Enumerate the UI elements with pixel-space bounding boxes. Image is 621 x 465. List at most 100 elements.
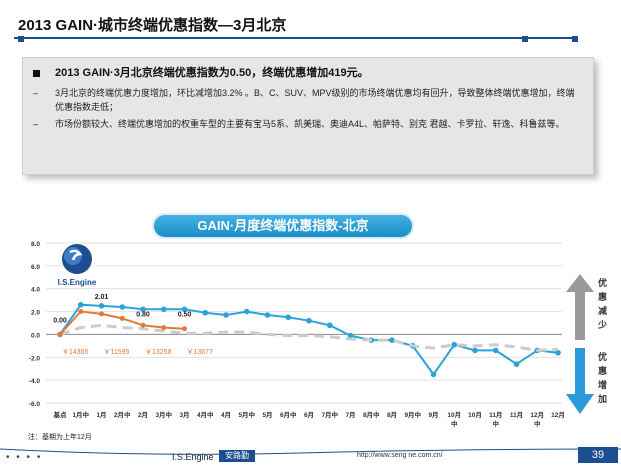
series-point-2 — [78, 308, 84, 314]
y-tick-label: 6.0 — [31, 264, 40, 271]
series-point-0 — [140, 306, 146, 313]
series-line-2 — [59, 310, 185, 336]
x-tick-label: 8月 — [387, 411, 397, 419]
side-down-char: 增 — [598, 379, 607, 390]
side-down-char: 加 — [597, 393, 607, 404]
arrow-down-icon — [566, 348, 594, 414]
side-down-char: 优 — [598, 351, 607, 362]
chart-labels: 0.00 2.01 0.80 0.50 ￥14365 ￥11595 ￥13258 ￥13677 — [53, 294, 213, 356]
x-tick-label: 5月 — [262, 411, 272, 419]
footer-brand: I.S.Engine — [172, 452, 214, 462]
series-point-2 — [161, 325, 167, 331]
series-line-0 — [59, 303, 559, 376]
x-tick-label: 2月 — [138, 411, 148, 419]
x-tick-label: 基点 — [53, 410, 68, 419]
series-point-0 — [285, 314, 292, 321]
square-bullet-icon — [33, 66, 55, 82]
x-tick-label: 4月 — [221, 411, 231, 419]
summary-point-1-text: 3月北京的终端优惠力度增加，环比减增加3.2% 。B、C、SUV、MPV级别的市… — [55, 88, 575, 112]
series-line-1 — [59, 323, 559, 352]
x-tick-label: 12月中 — [530, 411, 544, 428]
series-point-0 — [347, 332, 354, 339]
series-point-2 — [182, 326, 187, 332]
summary-main-point: 2013 GAIN·3月北京终端优惠指数为0.50，终端优惠增加419元。 — [33, 66, 583, 82]
summary-point-2-text: 市场份额较大、终端优惠增加的权重车型的主要有宝马5系、凯美瑞、奥迪A4L、帕萨特… — [55, 119, 565, 129]
series-point-0 — [306, 317, 312, 324]
x-tick-label: 2月中 — [114, 410, 131, 419]
series-point-0 — [160, 306, 167, 313]
summary-box: 2013 GAIN·3月北京终端优惠指数为0.50，终端优惠增加419元。 – … — [22, 57, 594, 175]
series-point-0 — [223, 312, 229, 318]
series-point-0 — [98, 303, 105, 309]
price-label: ￥13677 — [187, 348, 214, 356]
x-tick-label: 12月 — [551, 411, 565, 419]
chart-grid — [46, 242, 562, 404]
series-point-0 — [264, 312, 271, 318]
y-tick-label: 8.0 — [31, 241, 40, 248]
side-label-increase: 优惠增加 — [597, 351, 607, 404]
x-tick-label: 6月中 — [280, 410, 297, 419]
title-rule-marker-right — [572, 36, 578, 42]
data-label: 0.80 — [136, 312, 150, 319]
x-tick-label: 9月 — [428, 411, 438, 419]
x-tick-label: 6月 — [304, 411, 314, 419]
footer-url: http://www.seng ne.com.cn/ — [357, 452, 443, 459]
x-tick-label: 10月 — [468, 411, 482, 419]
series-point-0 — [326, 322, 333, 329]
series-point-0 — [555, 349, 561, 356]
x-tick-label: 1月 — [96, 411, 106, 419]
series-point-2 — [99, 311, 104, 317]
x-tick-label: 1月中 — [72, 410, 89, 419]
side-up-char: 少 — [597, 319, 607, 330]
x-tick-label: 5月中 — [238, 410, 255, 419]
series-point-0 — [513, 361, 520, 367]
data-label: 0.00 — [53, 317, 67, 324]
series-point-0 — [119, 304, 126, 310]
title-rule-marker-mid — [522, 36, 528, 42]
arrow-up-icon — [566, 274, 594, 340]
series-point-0 — [202, 309, 209, 316]
y-tick-label: 0.0 — [31, 332, 40, 339]
chart-title: GAIN·月度终端优惠指数-北京 — [152, 213, 414, 239]
data-label: 0.50 — [178, 312, 192, 319]
x-tick-label: 4月中 — [197, 410, 214, 419]
series-point-0 — [472, 347, 478, 354]
side-down-char: 惠 — [598, 365, 607, 376]
x-tick-label: 8月中 — [363, 410, 380, 419]
side-up-char: 优 — [598, 277, 607, 288]
side-up-char: 惠 — [598, 291, 607, 302]
series-point-0 — [389, 337, 395, 343]
price-label: ￥14365 — [62, 348, 89, 356]
series-point-0 — [243, 308, 250, 315]
price-label: ￥11595 — [104, 348, 130, 356]
x-axis: 基点 1月中 1月 2月中 2月 3月中 3月 4月中 4月 5月中 5月 6月中 6月 7月中 7月 8月中… — [53, 410, 565, 428]
y-tick-label: -6.0 — [29, 401, 41, 408]
y-tick-label: 2.0 — [31, 310, 40, 317]
x-tick-label: 7月中 — [321, 410, 338, 419]
logo-icon: I.S.Engine — [58, 244, 97, 287]
side-up-char: 减 — [598, 305, 607, 316]
footer-brand-badge: 安路勤 — [219, 450, 255, 462]
title-rule — [14, 37, 576, 39]
y-tick-label: 4.0 — [31, 287, 40, 294]
summary-point-2: – 市场份额较大、终端优惠增加的权重车型的主要有宝马5系、凯美瑞、奥迪A4L、帕… — [33, 117, 583, 131]
data-label: 2.01 — [95, 294, 109, 301]
page-number: 39 — [578, 447, 618, 463]
series-point-2 — [140, 322, 146, 328]
x-tick-label: 7月 — [345, 411, 355, 419]
summary-point-1: – 3月北京的终端优惠力度增加，环比减增加3.2% 。B、C、SUV、MPV级别… — [33, 86, 583, 114]
x-tick-label: 3月 — [179, 411, 189, 419]
footer-dots: • • • • — [6, 452, 43, 463]
footer-wave — [0, 448, 621, 455]
dash-bullet-icon: – — [33, 119, 39, 129]
series-point-2 — [57, 331, 63, 337]
series-point-2 — [119, 315, 125, 321]
chart-series — [57, 301, 561, 378]
base-period-note: 注：基期为上年12月 — [28, 434, 92, 441]
title-rule-marker-left — [18, 36, 24, 42]
x-tick-label: 11月 — [510, 411, 523, 419]
series-point-0 — [181, 306, 188, 313]
logo-text: I.S.Engine — [58, 278, 97, 287]
